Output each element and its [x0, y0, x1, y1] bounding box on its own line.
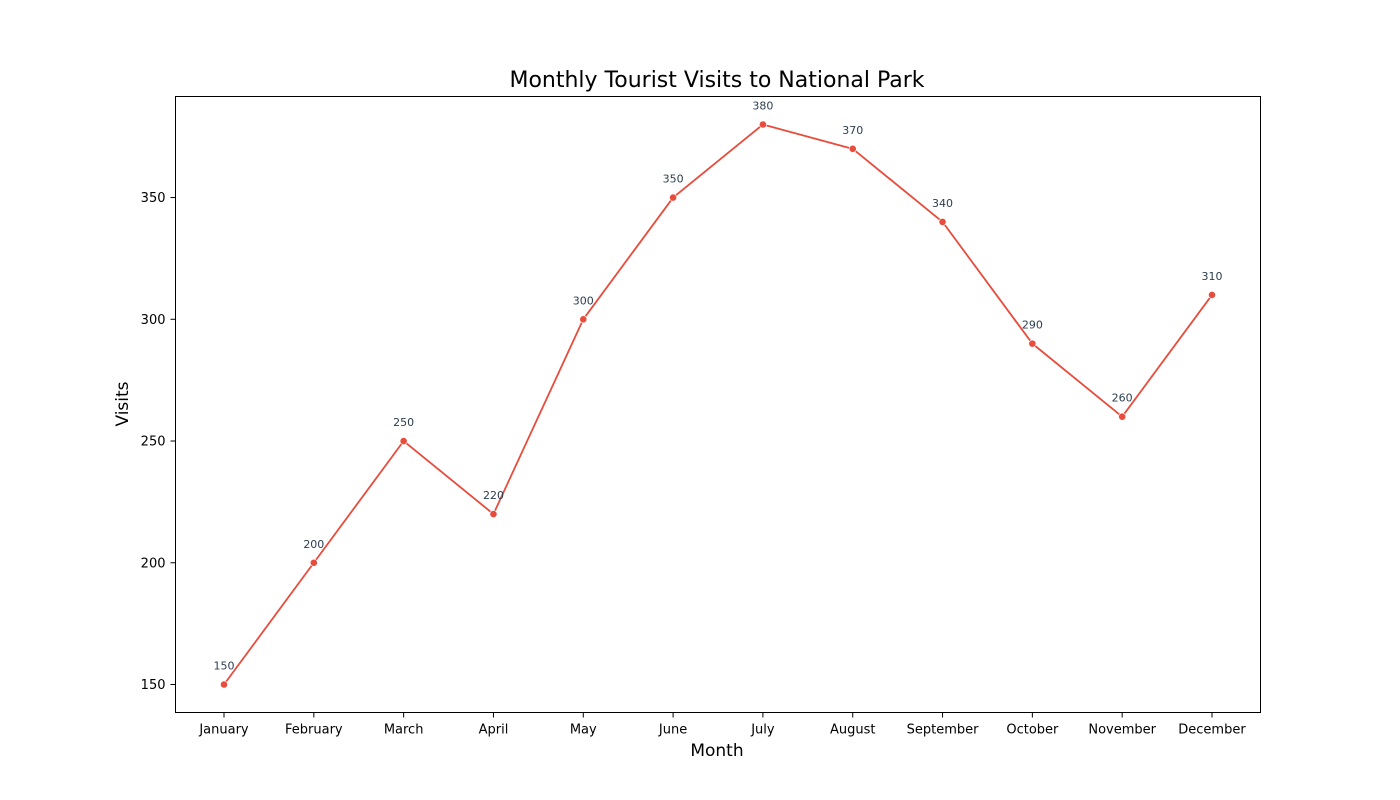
data-point [309, 558, 318, 567]
data-label: 220 [483, 489, 504, 502]
x-tick-label: June [658, 723, 687, 738]
data-label: 310 [1201, 270, 1222, 283]
data-label: 200 [303, 538, 324, 551]
y-axis: 150 200 250 300 350 [141, 191, 176, 693]
x-axis-title: Month [690, 741, 743, 761]
data-label: 290 [1022, 319, 1043, 332]
data-point [1118, 412, 1127, 421]
data-label: 350 [663, 173, 684, 186]
y-tick-label: 200 [141, 556, 166, 571]
plot-area [175, 96, 1261, 713]
x-tick-label: December [1178, 723, 1246, 738]
x-tick-label: August [830, 723, 876, 738]
data-label: 380 [752, 100, 773, 113]
x-tick-label: February [285, 723, 343, 738]
data-point [938, 217, 947, 226]
x-tick-label: April [479, 723, 509, 738]
data-label: 300 [573, 294, 594, 307]
series-layer [220, 120, 1216, 689]
series-line [223, 123, 1213, 686]
x-tick-label: March [384, 723, 424, 738]
x-tick-label: July [750, 723, 775, 738]
data-point [399, 437, 408, 445]
y-tick-label: 150 [141, 678, 166, 693]
data-point [1028, 339, 1037, 348]
y-tick-label: 250 [141, 435, 166, 450]
data-point [1208, 291, 1216, 299]
x-tick-label: November [1088, 723, 1156, 738]
data-label: 370 [842, 124, 863, 137]
data-point [848, 144, 857, 153]
data-label: 340 [932, 197, 953, 210]
y-axis-title: Visits [113, 381, 133, 426]
data-label: 250 [393, 416, 414, 429]
x-tick-label: May [570, 723, 597, 738]
data-point [669, 193, 677, 202]
data-point [759, 120, 767, 129]
y-tick-label: 350 [141, 191, 166, 206]
x-axis: January February March April May June July Augu… [198, 712, 1246, 738]
data-point [579, 315, 588, 324]
y-tick-label: 300 [141, 313, 166, 328]
data-labels: 150 200 250 220 300 350 380 370 340 290 260 310 [214, 100, 1223, 673]
data-point [489, 510, 498, 518]
x-tick-label: January [198, 723, 249, 738]
data-point [220, 680, 228, 689]
data-label: 260 [1112, 392, 1133, 405]
x-tick-label: October [1006, 723, 1059, 738]
data-label: 150 [214, 660, 235, 673]
chart-title: Monthly Tourist Visits to National Park [509, 68, 924, 93]
x-tick-label: September [907, 723, 980, 738]
